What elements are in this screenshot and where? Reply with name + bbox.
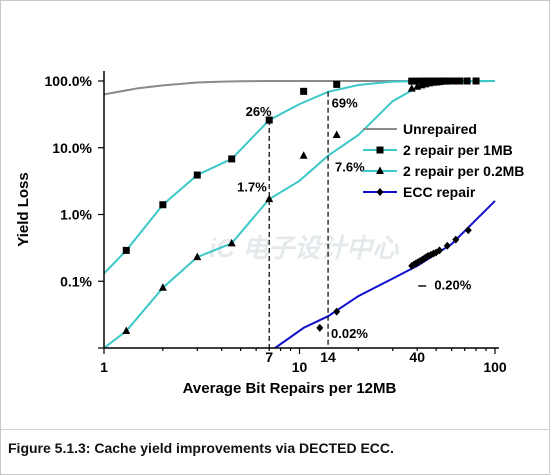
data-point-s1-7 (408, 77, 416, 85)
data-point-s1-0 (122, 246, 130, 254)
data-point-s3-1 (333, 307, 341, 316)
legend-entry: 2 repair per 0.2MB (363, 163, 524, 179)
legend-entry: ECC repair (363, 184, 476, 200)
data-point-s1-8 (413, 77, 421, 85)
series-line-3 (274, 200, 496, 348)
x-tick-label: 100 (483, 359, 507, 375)
x-marker-label: 14 (320, 349, 336, 365)
legend-label: 2 repair per 0.2MB (403, 163, 524, 179)
data-point-s2-4 (265, 194, 274, 203)
legend-label: 2 repair per 1MB (403, 142, 513, 158)
legend-label: ECC repair (403, 184, 476, 200)
x-axis-title: Average Bit Repairs per 12MB (183, 380, 397, 397)
svg-text:iC 电子设计中心: iC 电子设计中心 (209, 233, 399, 263)
annotation-label: 69% (332, 96, 358, 111)
y-tick-label: 10.0% (52, 140, 92, 156)
data-point-s2-1 (158, 283, 167, 291)
data-point-s1-1 (159, 201, 167, 209)
x-tick-label: 10 (292, 359, 308, 375)
x-marker-label: 7 (265, 349, 273, 365)
legend-label: Unrepaired (403, 121, 477, 137)
y-tick-label: 0.1% (60, 273, 92, 289)
data-point-s1-5 (300, 87, 308, 95)
data-point-s3-14 (435, 246, 443, 255)
y-tick-label: 1.0% (60, 207, 92, 223)
annotation-label: 1.7% (237, 180, 267, 195)
data-point-s1-20 (456, 77, 464, 85)
annotation-label: 26% (246, 104, 272, 119)
legend-marker (376, 146, 384, 154)
data-point-s1-22 (472, 77, 480, 85)
data-point-s1-2 (193, 171, 201, 179)
data-point-s1-21 (463, 77, 471, 85)
y-axis-title: Yield Loss (15, 172, 32, 246)
data-point-s2-2 (193, 252, 202, 261)
data-point-s2-14 (435, 77, 444, 86)
figure-caption: Figure 5.1.3: Cache yield improvements v… (8, 440, 394, 456)
data-point-s2-0 (122, 326, 131, 334)
yield-loss-chart: iC 电子设计中心 26% 69% 1.7% 7.6% 0.02% 0.20% 1 10 10… (15, 71, 524, 397)
x-tick-label: 1 (100, 359, 108, 375)
legend-entry: Unrepaired (363, 121, 477, 137)
legend-marker (376, 188, 384, 196)
watermark-logo: iC 电子设计中心 (209, 233, 399, 263)
y-tick-label: 100.0% (45, 73, 93, 89)
data-point-s1-6 (333, 80, 341, 88)
data-point-s3-16 (452, 235, 460, 244)
data-point-s2-5 (299, 151, 308, 159)
legend-entry: 2 repair per 1MB (363, 142, 513, 158)
data-point-s3-17 (464, 226, 472, 235)
data-point-s2-15 (441, 77, 450, 85)
data-point-s1-19 (450, 77, 458, 85)
annotation-label: 0.02% (331, 326, 368, 341)
x-marker-label: 40 (409, 349, 425, 365)
legend-marker (376, 166, 384, 174)
data-point-s1-3 (228, 155, 236, 163)
annotation-label: 7.6% (335, 160, 365, 175)
annotation-label: 0.20% (434, 278, 471, 293)
data-point-s2-3 (227, 238, 236, 247)
data-point-s3-0 (316, 323, 324, 332)
data-point-s2-6 (332, 130, 341, 139)
chart-area: iC 电子设计中心 26% 69% 1.7% 7.6% 0.02% 0.20% 1 10 10… (1, 1, 549, 430)
data-point-s3-15 (443, 241, 451, 250)
